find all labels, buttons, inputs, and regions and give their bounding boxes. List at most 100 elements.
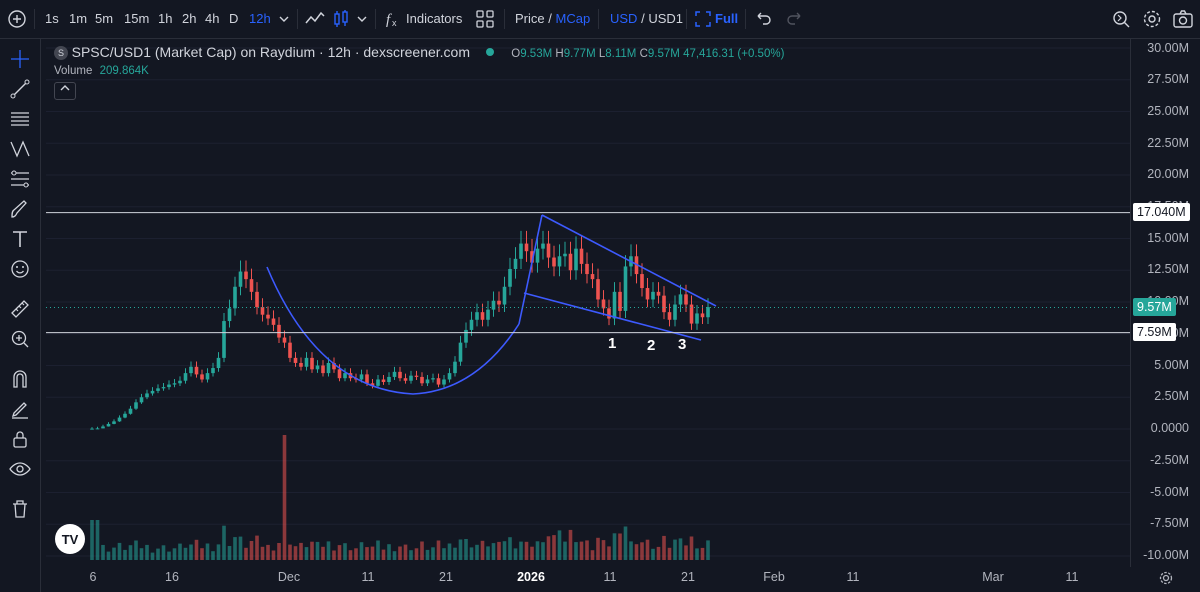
redo-icon[interactable]: [784, 8, 806, 30]
chevron-up-icon: [60, 85, 70, 91]
candle: [590, 274, 595, 280]
volume-bar: [678, 538, 683, 560]
wave-label-3: 3: [678, 336, 687, 353]
collapse-legend-button[interactable]: [54, 82, 76, 100]
volume-bar: [590, 550, 595, 560]
eye-icon[interactable]: [8, 457, 32, 481]
zoom-in-icon[interactable]: [8, 327, 32, 351]
volume-bar: [684, 545, 688, 560]
brush-icon[interactable]: [8, 197, 32, 221]
candle: [315, 365, 320, 370]
volume-bar: [128, 545, 133, 560]
symbol-title[interactable]: SPSC/USD1 (Market Cap) on Raydium · 12h …: [71, 44, 470, 60]
candle: [343, 373, 347, 379]
volume-bar: [299, 542, 303, 560]
volume-bar: [365, 547, 369, 560]
candle: [101, 426, 105, 429]
undo-icon[interactable]: [752, 8, 774, 30]
volume-bar: [563, 541, 567, 560]
interval-d[interactable]: D: [229, 11, 239, 26]
candle: [178, 380, 182, 384]
horizontal-lines-icon[interactable]: [8, 107, 32, 131]
ruler-icon[interactable]: [8, 297, 32, 321]
currency-toggle[interactable]: USD / USD1: [610, 11, 684, 26]
interval-1h[interactable]: 1h: [158, 11, 173, 26]
interval-4h[interactable]: 4h: [205, 11, 220, 26]
drawing-mode-icon[interactable]: [8, 397, 32, 421]
interval-5m[interactable]: 5m: [95, 11, 114, 26]
candle: [596, 279, 600, 300]
volume-bar: [106, 551, 111, 560]
trash-icon[interactable]: [8, 497, 32, 521]
interval-1m[interactable]: 1m: [69, 11, 88, 26]
volume-bar: [288, 544, 292, 560]
interval-2h[interactable]: 2h: [182, 11, 197, 26]
user-drawings: [266, 214, 717, 395]
time-axis[interactable]: 6 16 Dec 11 21 2026 11 21 Feb 11 Mar 11: [46, 567, 1173, 592]
candle: [601, 299, 606, 309]
volume-bar: [579, 541, 584, 560]
candle: [321, 365, 325, 374]
crosshair-icon[interactable]: [8, 47, 32, 71]
candle: [513, 258, 518, 269]
line-chart-icon[interactable]: [304, 8, 326, 30]
candle: [370, 383, 375, 386]
interval-1s[interactable]: 1s: [45, 11, 59, 26]
lock-icon[interactable]: [8, 427, 32, 451]
volume-bar: [282, 435, 287, 560]
fib-icon[interactable]: [8, 167, 32, 191]
magnet-icon[interactable]: [8, 367, 32, 391]
volume-bar: [469, 547, 474, 560]
layout-grid-icon[interactable]: [474, 8, 496, 30]
trend-line-icon[interactable]: [8, 77, 32, 101]
volume-bar: [612, 533, 617, 560]
candles-icon[interactable]: [330, 8, 352, 30]
pattern-icon[interactable]: [8, 137, 32, 161]
chevron-down-icon[interactable]: [276, 8, 292, 30]
volume-bar: [95, 520, 100, 560]
price-toggle[interactable]: Price / MCap: [515, 11, 591, 26]
tradingview-logo[interactable]: TV: [55, 524, 85, 554]
chart-pane[interactable]: TV: [46, 39, 1130, 567]
full-button[interactable]: Full: [715, 11, 739, 26]
indicators-button[interactable]: Indicators: [406, 11, 463, 26]
svg-text:x: x: [392, 18, 397, 28]
candle: [288, 342, 292, 358]
candle: [156, 388, 160, 391]
candle: [502, 286, 507, 305]
add-symbol-icon[interactable]: [6, 8, 28, 30]
chevron-down-icon[interactable]: [354, 8, 370, 30]
volume-bar: [178, 543, 182, 560]
price-tick: 0.0000: [1150, 421, 1189, 435]
candle: [409, 375, 413, 381]
support-price-tag[interactable]: 7.59M: [1133, 323, 1176, 341]
quick-search-icon[interactable]: [1110, 8, 1132, 30]
volume-bar: [359, 542, 364, 560]
camera-icon[interactable]: [1172, 8, 1194, 30]
volume-bar: [695, 548, 699, 560]
candle: [524, 243, 529, 252]
candle: [541, 243, 545, 249]
settings-gear-icon[interactable]: [1141, 8, 1163, 30]
interval-12h[interactable]: 12h: [249, 11, 271, 26]
candle: [579, 248, 584, 264]
volume-bar: [332, 550, 336, 560]
axis-settings-icon[interactable]: [1158, 570, 1174, 586]
volume-bar: [315, 541, 320, 560]
candle: [183, 373, 188, 381]
candle: [618, 291, 622, 311]
fullscreen-icon[interactable]: [694, 10, 712, 28]
volume-bar: [651, 548, 655, 560]
resistance-price-tag[interactable]: 17.040M: [1133, 203, 1190, 221]
interval-15m[interactable]: 15m: [124, 11, 150, 26]
volume-bar: [475, 544, 479, 560]
candle: [458, 342, 463, 362]
volume-bar: [656, 546, 661, 560]
price-tick: 2.50M: [1154, 389, 1189, 403]
price-axis[interactable]: 30.00M 27.50M 25.00M 22.50M 20.00M 17.50…: [1130, 39, 1200, 567]
mcap-toggle[interactable]: MCap: [555, 11, 591, 26]
text-tool-icon[interactable]: [8, 227, 32, 251]
emoji-icon[interactable]: [8, 257, 32, 281]
